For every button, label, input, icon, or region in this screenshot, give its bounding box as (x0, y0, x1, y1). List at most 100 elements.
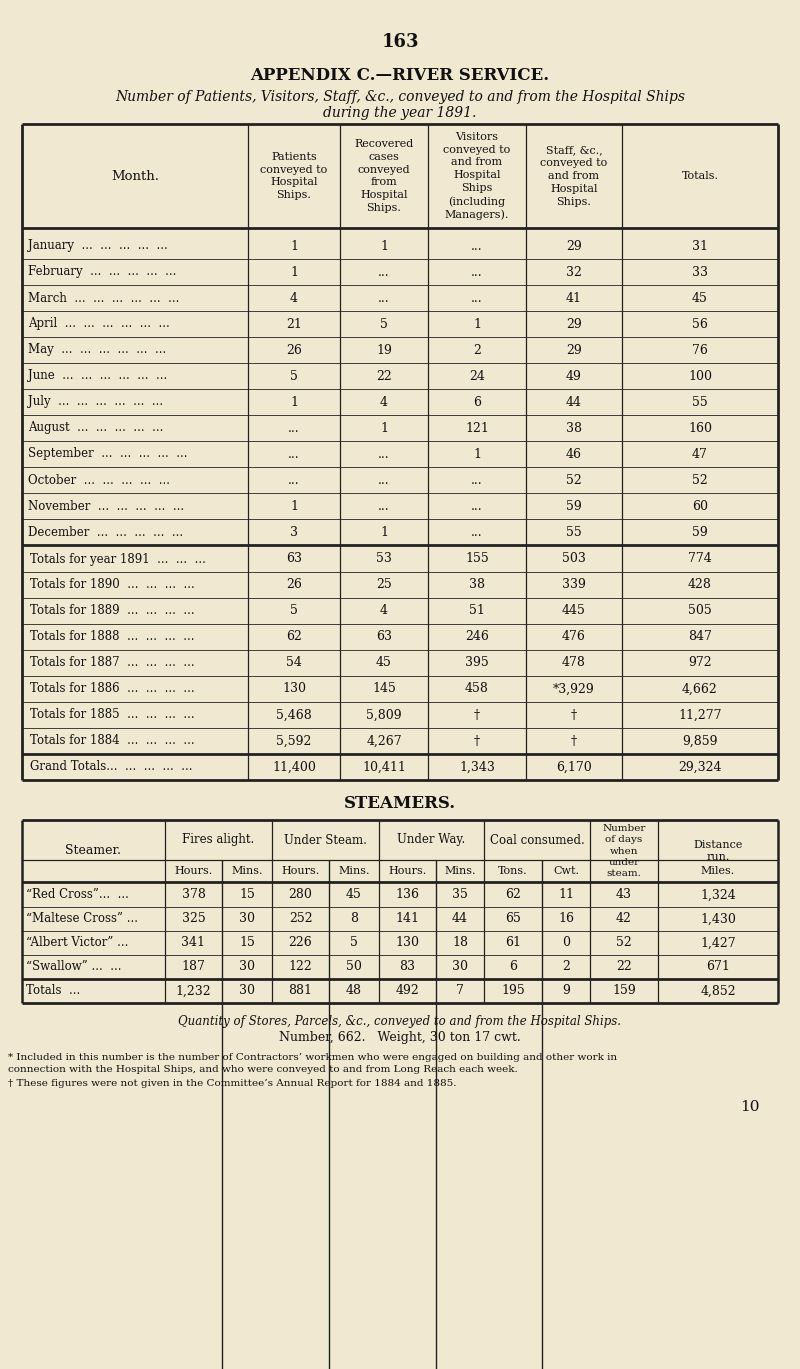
Text: during the year 1891.: during the year 1891. (323, 105, 477, 120)
Text: 1: 1 (380, 526, 388, 538)
Text: 62: 62 (505, 888, 521, 902)
Text: 226: 226 (289, 936, 312, 950)
Text: 1: 1 (290, 240, 298, 252)
Text: 187: 187 (182, 961, 206, 973)
Text: 61: 61 (505, 936, 521, 950)
Text: January  ...  ...  ...  ...  ...: January ... ... ... ... ... (28, 240, 168, 252)
Text: 60: 60 (692, 500, 708, 512)
Text: 32: 32 (566, 266, 582, 278)
Text: ...: ... (288, 474, 300, 486)
Text: APPENDIX C.—RIVER SERVICE.: APPENDIX C.—RIVER SERVICE. (250, 67, 550, 84)
Text: “Swallow” ...  ...: “Swallow” ... ... (26, 961, 122, 973)
Text: Under Steam.: Under Steam. (284, 834, 367, 846)
Text: Totals for 1890  ...  ...  ...  ...: Totals for 1890 ... ... ... ... (30, 579, 194, 591)
Text: Grand Totals...  ...  ...  ...  ...: Grand Totals... ... ... ... ... (30, 761, 193, 773)
Text: 130: 130 (282, 683, 306, 695)
Text: 5,468: 5,468 (276, 709, 312, 721)
Text: ...: ... (471, 500, 483, 512)
Text: 41: 41 (566, 292, 582, 304)
Text: Patients
conveyed to
Hospital
Ships.: Patients conveyed to Hospital Ships. (260, 152, 328, 200)
Text: 30: 30 (239, 961, 255, 973)
Text: 325: 325 (182, 913, 206, 925)
Text: ...: ... (471, 240, 483, 252)
Text: 160: 160 (688, 422, 712, 434)
Text: 1: 1 (380, 422, 388, 434)
Text: 1,232: 1,232 (176, 984, 211, 998)
Text: 2: 2 (562, 961, 570, 973)
Text: July  ...  ...  ...  ...  ...  ...: July ... ... ... ... ... ... (28, 396, 163, 408)
Text: 44: 44 (452, 913, 468, 925)
Text: 52: 52 (692, 474, 708, 486)
Text: 48: 48 (346, 984, 362, 998)
Text: ...: ... (378, 500, 390, 512)
Text: 63: 63 (376, 631, 392, 643)
Text: Distance
run.: Distance run. (694, 841, 742, 862)
Text: 11,277: 11,277 (678, 709, 722, 721)
Text: 428: 428 (688, 579, 712, 591)
Text: November  ...  ...  ...  ...  ...: November ... ... ... ... ... (28, 500, 184, 512)
Text: 47: 47 (692, 448, 708, 460)
Text: 492: 492 (396, 984, 419, 998)
Text: 6: 6 (473, 396, 481, 408)
Text: Number, 662.   Weight, 30 ton 17 cwt.: Number, 662. Weight, 30 ton 17 cwt. (279, 1031, 521, 1043)
Text: 51: 51 (469, 605, 485, 617)
Text: 1: 1 (473, 318, 481, 330)
Text: 26: 26 (286, 344, 302, 356)
Text: 2: 2 (473, 344, 481, 356)
Text: 7: 7 (456, 984, 464, 998)
Text: 280: 280 (289, 888, 313, 902)
Text: 0: 0 (562, 936, 570, 950)
Text: 5: 5 (380, 318, 388, 330)
Text: Quantity of Stores, Parcels, &c., conveyed to and from the Hospital Ships.: Quantity of Stores, Parcels, &c., convey… (178, 1014, 622, 1028)
Text: “Red Cross”...  ...: “Red Cross”... ... (26, 888, 129, 902)
Text: 56: 56 (692, 318, 708, 330)
Text: Totals for 1884  ...  ...  ...  ...: Totals for 1884 ... ... ... ... (30, 735, 194, 747)
Text: Totals for year 1891  ...  ...  ...: Totals for year 1891 ... ... ... (30, 553, 206, 565)
Text: 972: 972 (688, 657, 712, 669)
Text: 339: 339 (562, 579, 586, 591)
Text: 1: 1 (290, 266, 298, 278)
Text: ...: ... (378, 266, 390, 278)
Text: ...: ... (471, 292, 483, 304)
Text: 445: 445 (562, 605, 586, 617)
Text: 246: 246 (465, 631, 489, 643)
Text: June  ...  ...  ...  ...  ...  ...: June ... ... ... ... ... ... (28, 370, 167, 382)
Text: ...: ... (471, 526, 483, 538)
Text: 29: 29 (566, 344, 582, 356)
Text: ...: ... (288, 448, 300, 460)
Text: 8: 8 (350, 913, 358, 925)
Text: 122: 122 (289, 961, 312, 973)
Text: 671: 671 (706, 961, 730, 973)
Text: 1: 1 (290, 396, 298, 408)
Text: 45: 45 (376, 657, 392, 669)
Text: 505: 505 (688, 605, 712, 617)
Text: September  ...  ...  ...  ...  ...: September ... ... ... ... ... (28, 448, 187, 460)
Text: 15: 15 (239, 888, 255, 902)
Text: 54: 54 (286, 657, 302, 669)
Text: 83: 83 (399, 961, 415, 973)
Text: connection with the Hospital Ships, and who were conveyed to and from Long Reach: connection with the Hospital Ships, and … (8, 1065, 518, 1075)
Text: Mins.: Mins. (444, 867, 476, 876)
Text: 6: 6 (509, 961, 517, 973)
Text: 4: 4 (380, 605, 388, 617)
Text: 21: 21 (286, 318, 302, 330)
Text: 159: 159 (612, 984, 636, 998)
Text: 11: 11 (558, 888, 574, 902)
Text: 59: 59 (692, 526, 708, 538)
Text: 33: 33 (692, 266, 708, 278)
Text: 4: 4 (380, 396, 388, 408)
Text: 63: 63 (286, 553, 302, 565)
Text: 458: 458 (465, 683, 489, 695)
Text: 22: 22 (616, 961, 632, 973)
Text: STEAMERS.: STEAMERS. (344, 795, 456, 812)
Text: February  ...  ...  ...  ...  ...: February ... ... ... ... ... (28, 266, 176, 278)
Text: 476: 476 (562, 631, 586, 643)
Text: “Albert Victor” ...: “Albert Victor” ... (26, 936, 128, 950)
Text: 1,343: 1,343 (459, 761, 495, 773)
Text: 22: 22 (376, 370, 392, 382)
Text: 59: 59 (566, 500, 582, 512)
Text: October  ...  ...  ...  ...  ...: October ... ... ... ... ... (28, 474, 170, 486)
Text: Number of Patients, Visitors, Staff, &c., conveyed to and from the Hospital Ship: Number of Patients, Visitors, Staff, &c.… (115, 90, 685, 104)
Text: 4,267: 4,267 (366, 735, 402, 747)
Text: 155: 155 (465, 553, 489, 565)
